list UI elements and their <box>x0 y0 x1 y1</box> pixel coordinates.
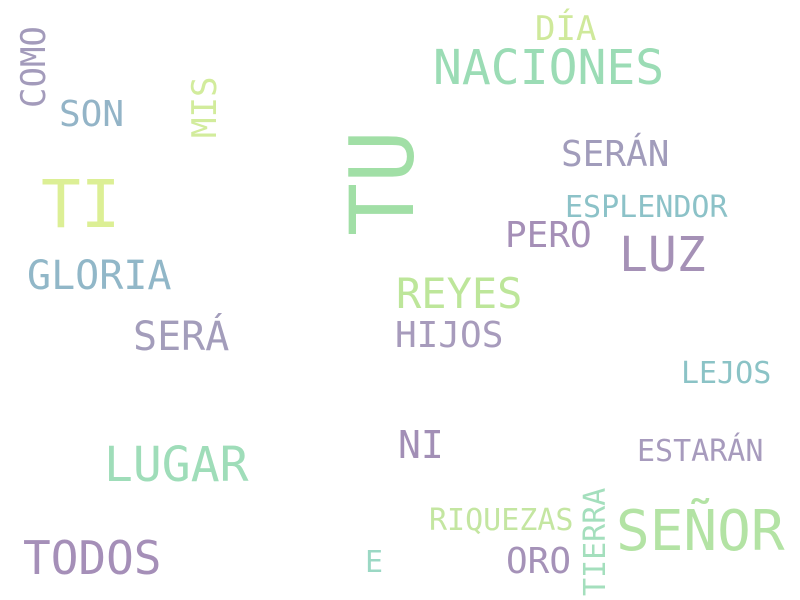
word-reyes: REYES <box>396 269 523 318</box>
word-como: COMO <box>14 26 54 108</box>
word-seran: SERÁN <box>561 134 670 175</box>
word-son: SON <box>59 94 125 135</box>
word-pero: PERO <box>505 215 592 256</box>
word-e: E <box>365 545 384 580</box>
word-riquezas: RIQUEZAS <box>429 503 574 538</box>
word-mis: MIS <box>185 76 225 138</box>
word-estaran: ESTARÁN <box>637 434 764 469</box>
word-ti: TI <box>41 166 121 243</box>
word-ni: NI <box>398 423 444 467</box>
word-sera: SERÁ <box>133 314 230 360</box>
word-tierra: TIERRA <box>578 487 613 596</box>
word-hijos: HIJOS <box>395 315 504 356</box>
word-oro: ORO <box>506 541 572 582</box>
word-dia: DÍA <box>535 9 597 49</box>
word-lugar: LUGAR <box>104 437 249 493</box>
word-luz: LUZ <box>619 227 706 283</box>
word-naciones: NACIONES <box>433 40 665 96</box>
word-esplendor: ESPLENDOR <box>565 190 728 225</box>
word-tu: TU <box>331 130 434 236</box>
word-gloria: GLORIA <box>27 253 172 299</box>
word-todos: TODOS <box>23 531 162 585</box>
word-senor: SEÑOR <box>616 499 785 564</box>
word-lejos: LEJOS <box>681 356 772 391</box>
